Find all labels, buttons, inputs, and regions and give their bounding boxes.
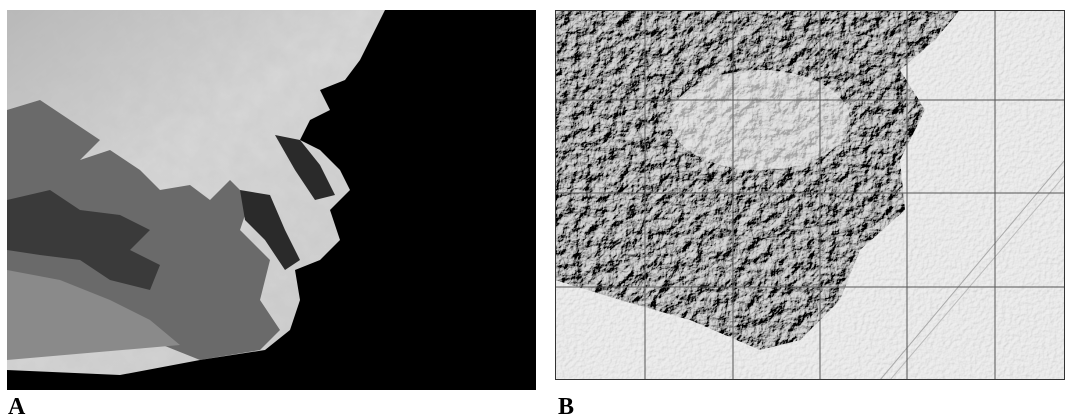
shaded-relief — [555, 10, 1065, 380]
panel-label: B — [558, 394, 574, 419]
figure: A B — [0, 0, 1071, 419]
elevation-map — [7, 10, 536, 390]
panel-label: A — [8, 394, 26, 419]
